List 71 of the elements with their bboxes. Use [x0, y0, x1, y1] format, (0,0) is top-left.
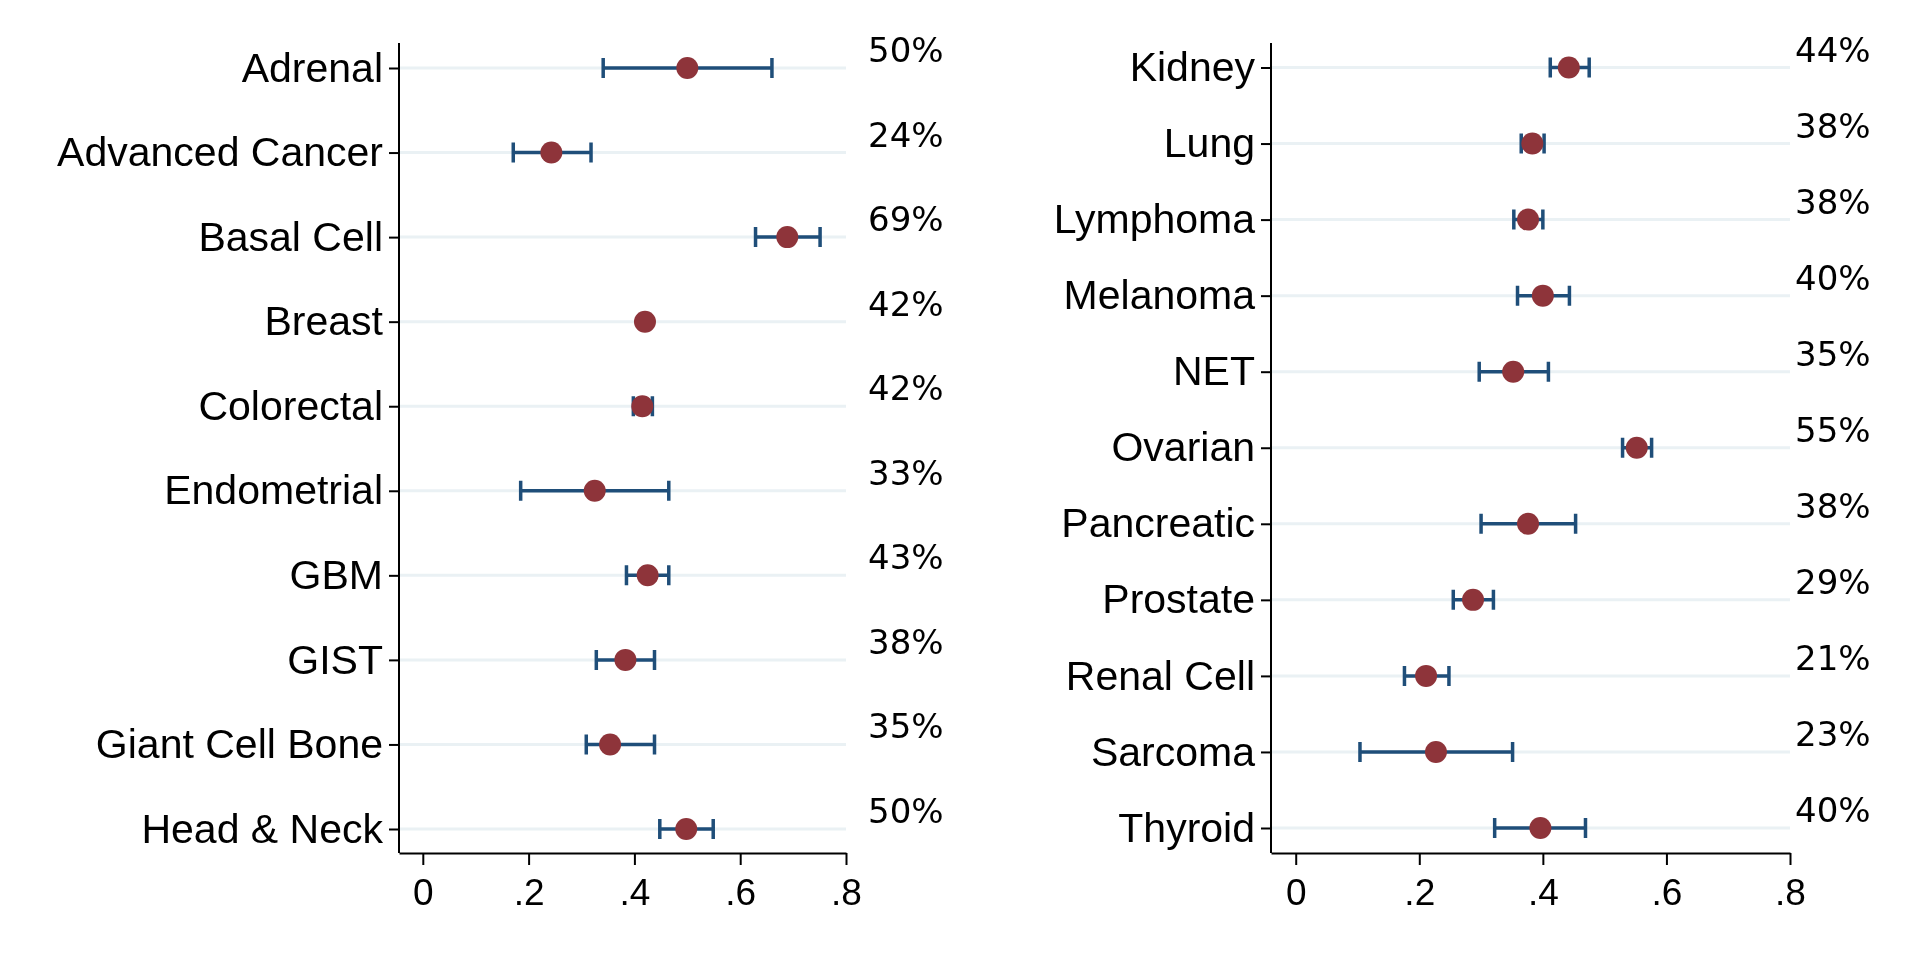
y-tick-label: Pancreatic — [1061, 500, 1255, 547]
y-tick-label: Thyroid — [1118, 804, 1255, 851]
x-tick-label: 0 — [413, 872, 434, 913]
data-label: 24% — [868, 114, 944, 155]
point — [633, 310, 656, 333]
data-label: 38% — [1795, 181, 1871, 222]
point — [1517, 512, 1540, 535]
point — [1531, 284, 1554, 307]
point — [614, 648, 637, 671]
x-tick-label: .2 — [513, 872, 545, 913]
y-tick-label: Ovarian — [1111, 424, 1255, 471]
y-tick-label: Head & Neck — [141, 805, 384, 852]
data-label: 38% — [1795, 485, 1871, 526]
point — [1625, 436, 1648, 459]
x-tick-label: .8 — [1775, 872, 1806, 913]
data-label: 69% — [868, 199, 944, 240]
data-label: 50% — [868, 791, 944, 831]
x-tick-label: .2 — [1404, 872, 1436, 913]
y-tick-label: Prostate — [1102, 576, 1255, 623]
data-label: 44% — [1795, 29, 1871, 70]
data-label: 21% — [1795, 637, 1871, 678]
data-label: 38% — [868, 621, 944, 662]
y-tick-label: Adrenal — [241, 44, 383, 91]
y-tick-label: Breast — [264, 298, 384, 345]
x-tick-label: .4 — [619, 872, 651, 913]
data-label: 55% — [1795, 409, 1871, 450]
point — [1529, 817, 1552, 839]
y-tick-label: Advanced Cancer — [57, 129, 383, 176]
y-tick-label: GBM — [289, 551, 383, 598]
x-tick-label: 0 — [1285, 872, 1307, 913]
y-tick-label: Endometrial — [164, 467, 383, 514]
y-tick-label: Giant Cell Bone — [95, 721, 383, 768]
point — [676, 57, 699, 79]
y-tick-label: Melanoma — [1063, 272, 1256, 319]
data-label: 33% — [868, 452, 944, 493]
point — [1462, 588, 1485, 611]
x-tick-label: .6 — [725, 872, 757, 913]
y-tick-label: Sarcoma — [1090, 728, 1256, 775]
y-tick-label: Renal Cell — [1065, 652, 1255, 699]
point — [1557, 56, 1580, 79]
point — [1517, 208, 1540, 231]
point — [1502, 360, 1525, 383]
point — [599, 733, 622, 756]
y-tick-label: Kidney — [1129, 44, 1256, 91]
point — [583, 479, 606, 502]
x-tick-label: .6 — [1651, 872, 1683, 913]
data-label: 38% — [1795, 105, 1871, 146]
y-tick-label: Lymphoma — [1053, 196, 1256, 243]
point — [636, 564, 659, 587]
y-tick-label: Lung — [1163, 120, 1255, 167]
x-tick-label: .4 — [1527, 872, 1559, 913]
data-label: 23% — [1795, 713, 1871, 754]
y-tick-label: GIST — [287, 636, 383, 683]
data-label: 35% — [868, 706, 944, 747]
data-label: 35% — [1795, 333, 1871, 374]
y-tick-label: Colorectal — [198, 382, 383, 429]
data-label: 40% — [1795, 257, 1871, 298]
data-label: 29% — [1795, 561, 1871, 602]
data-label: 42% — [868, 283, 944, 324]
data-label: 43% — [868, 537, 944, 578]
point — [1424, 740, 1447, 763]
point — [776, 226, 799, 249]
point — [1415, 664, 1438, 687]
y-tick-label: NET — [1173, 348, 1255, 395]
y-tick-label: Basal Cell — [198, 213, 383, 260]
point — [675, 818, 698, 840]
x-tick-label: .8 — [831, 872, 862, 913]
data-label: 42% — [868, 368, 944, 409]
point — [540, 141, 563, 164]
data-label: 50% — [868, 30, 944, 70]
data-label: 40% — [1795, 790, 1871, 830]
